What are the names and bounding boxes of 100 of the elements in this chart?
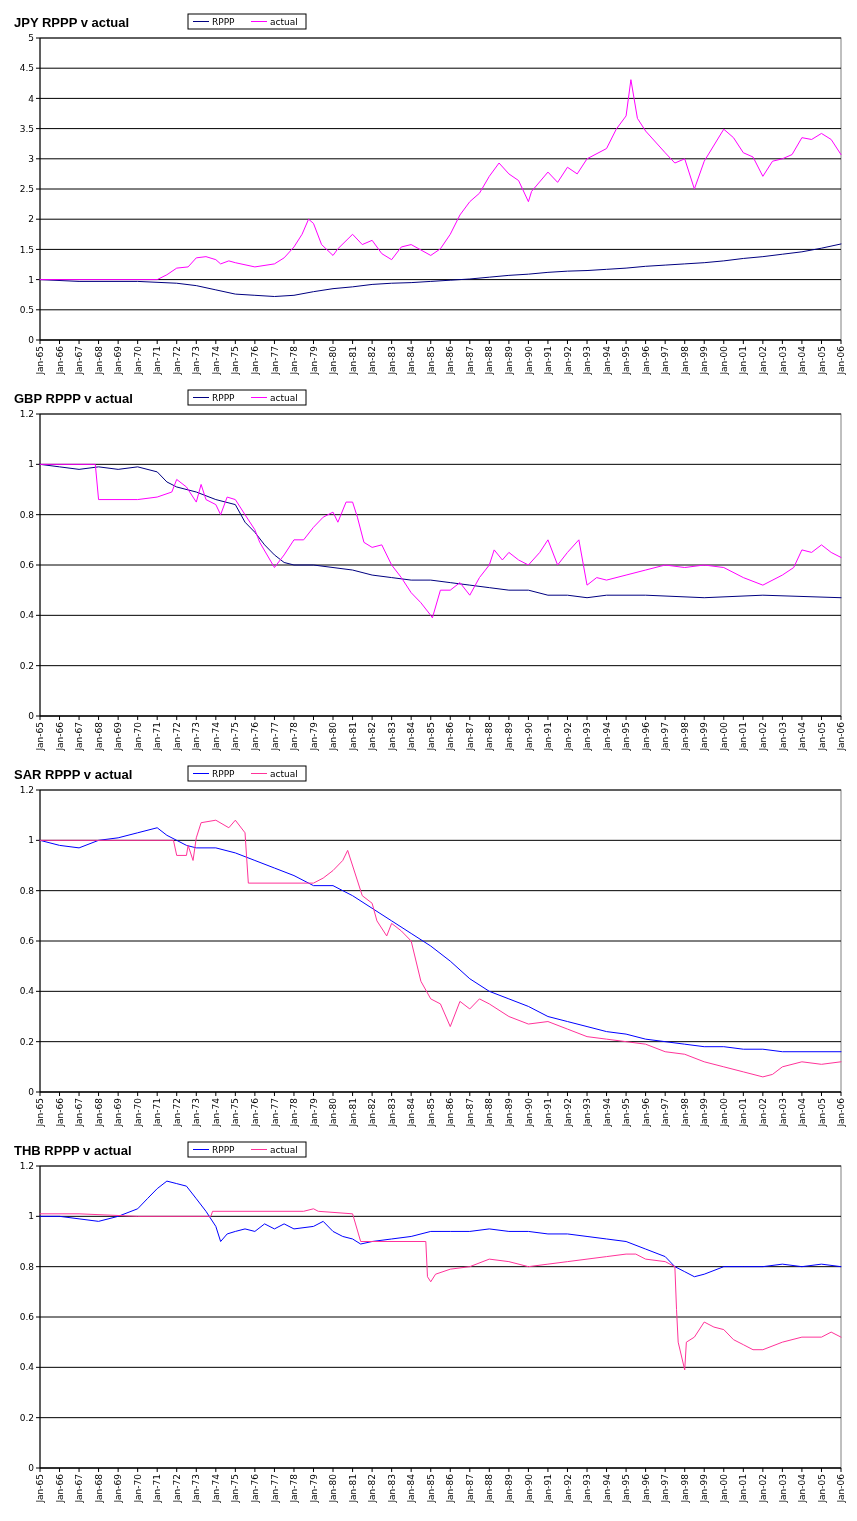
x-tick-label: Jan-77 [269,1098,280,1128]
x-tick-label: Jan-97 [660,1474,671,1504]
y-tick-label: 0.2 [19,660,34,671]
x-tick-label: Jan-91 [543,722,554,752]
x-tick-label: Jan-84 [406,345,417,376]
x-tick-label: Jan-03 [777,1474,788,1504]
x-tick-label: Jan-83 [386,346,397,376]
x-tick-label: Jan-87 [464,346,475,376]
x-tick-label: Jan-67 [74,346,85,376]
y-tick-label: 1 [28,459,34,470]
x-tick-label: Jan-98 [679,345,690,376]
legend-label: RPPP [212,16,236,27]
x-tick-label: Jan-02 [758,1474,768,1504]
x-tick-label: Jan-80 [328,721,339,752]
y-tick-label: 3 [28,153,34,164]
x-tick-label: Jan-73 [191,722,202,752]
x-tick-label: Jan-95 [621,346,632,376]
x-tick-label: Jan-87 [464,722,475,752]
x-tick-label: Jan-78 [289,345,300,376]
x-tick-label: Jan-02 [758,722,768,752]
line-series [39,1180,842,1278]
y-tick-label: 0.2 [19,1412,34,1423]
x-tick-label: Jan-85 [425,346,436,376]
x-tick-label: Jan-82 [367,722,378,752]
x-tick-label: Jan-05 [816,1474,827,1504]
chart-title: SAR RPPP v actual [14,767,133,782]
x-tick-label: Jan-80 [328,345,339,376]
y-tick-label: 0.6 [19,936,35,947]
x-tick-label: Jan-87 [464,1098,475,1128]
y-tick-label: 0.4 [19,986,35,997]
x-tick-label: Jan-81 [347,722,358,752]
chart-title: JPY RPPP v actual [14,15,130,30]
x-tick-label: Jan-04 [797,345,808,376]
x-tick-label: Jan-75 [230,1098,241,1128]
x-tick-label: Jan-76 [250,1097,261,1128]
x-tick-label: Jan-70 [132,345,143,376]
x-tick-label: Jan-79 [308,721,319,752]
y-tick-label: 1.2 [19,1161,34,1172]
x-tick-label: Jan-84 [406,1473,417,1504]
x-tick-label: Jan-71 [152,722,163,752]
x-tick-label: Jan-68 [93,1473,104,1504]
x-tick-label: Jan-65 [35,1098,46,1128]
x-tick-label: Jan-97 [660,1098,671,1128]
x-tick-label: Jan-79 [308,345,319,376]
x-tick-label: Jan-89 [504,345,515,376]
x-tick-label: Jan-88 [484,1473,495,1504]
x-tick-label: Jan-96 [640,345,651,376]
x-tick-label: Jan-67 [74,1474,85,1504]
y-tick-label: 0 [28,1463,35,1474]
x-tick-label: Jan-75 [230,1474,241,1504]
x-tick-label: Jan-69 [113,1097,124,1128]
y-tick-label: 1.5 [19,244,34,255]
x-tick-label: Jan-73 [191,1098,202,1128]
x-tick-label: Jan-06 [836,345,847,376]
x-tick-label: Jan-00 [718,1097,729,1128]
x-tick-label: Jan-88 [484,1097,495,1128]
x-tick-label: Jan-76 [250,1473,261,1504]
x-tick-label: Jan-81 [347,1474,358,1504]
x-tick-label: Jan-92 [562,1098,573,1128]
x-tick-label: Jan-73 [191,1474,202,1504]
y-tick-label: 0 [28,335,35,346]
y-tick-label: 1 [28,835,34,846]
x-tick-label: Jan-69 [113,1473,124,1504]
x-tick-label: Jan-74 [210,1097,221,1128]
x-tick-label: Jan-96 [640,1097,651,1128]
x-tick-label: Jan-92 [562,346,573,376]
x-tick-label: Jan-78 [289,721,300,752]
x-tick-label: Jan-97 [660,346,671,376]
x-tick-label: Jan-94 [601,1097,612,1128]
y-tick-label: 5 [28,33,34,44]
x-tick-label: Jan-03 [777,346,788,376]
line-series [39,1208,842,1371]
x-tick-label: Jan-99 [699,1473,710,1504]
legend-label: actual [270,768,298,779]
x-tick-label: Jan-01 [738,1474,749,1504]
x-tick-label: Jan-06 [836,1097,847,1128]
x-tick-label: Jan-99 [699,721,710,752]
x-tick-label: Jan-91 [543,1474,554,1504]
chart-title: GBP RPPP v actual [14,391,133,406]
x-tick-label: Jan-67 [74,1098,85,1128]
y-tick-label: 0 [28,711,35,722]
x-tick-label: Jan-65 [35,1474,46,1504]
y-tick-label: 1 [28,1211,34,1222]
x-tick-label: Jan-90 [523,1097,534,1128]
x-tick-label: Jan-92 [562,1474,573,1504]
x-tick-label: Jan-02 [758,1098,768,1128]
x-tick-label: Jan-06 [836,721,847,752]
x-tick-label: Jan-94 [601,1473,612,1504]
x-tick-label: Jan-04 [797,721,808,752]
x-tick-label: Jan-01 [738,1098,749,1128]
x-tick-label: Jan-74 [210,1473,221,1504]
y-tick-label: 0.5 [19,304,34,315]
x-tick-label: Jan-73 [191,346,202,376]
y-tick-label: 0.4 [19,1362,35,1373]
legend-label: RPPP [212,768,236,779]
x-tick-label: Jan-69 [113,345,124,376]
x-tick-label: Jan-71 [152,346,163,376]
x-tick-label: Jan-78 [289,1473,300,1504]
x-tick-label: Jan-04 [797,1097,808,1128]
x-tick-label: Jan-98 [679,1473,690,1504]
